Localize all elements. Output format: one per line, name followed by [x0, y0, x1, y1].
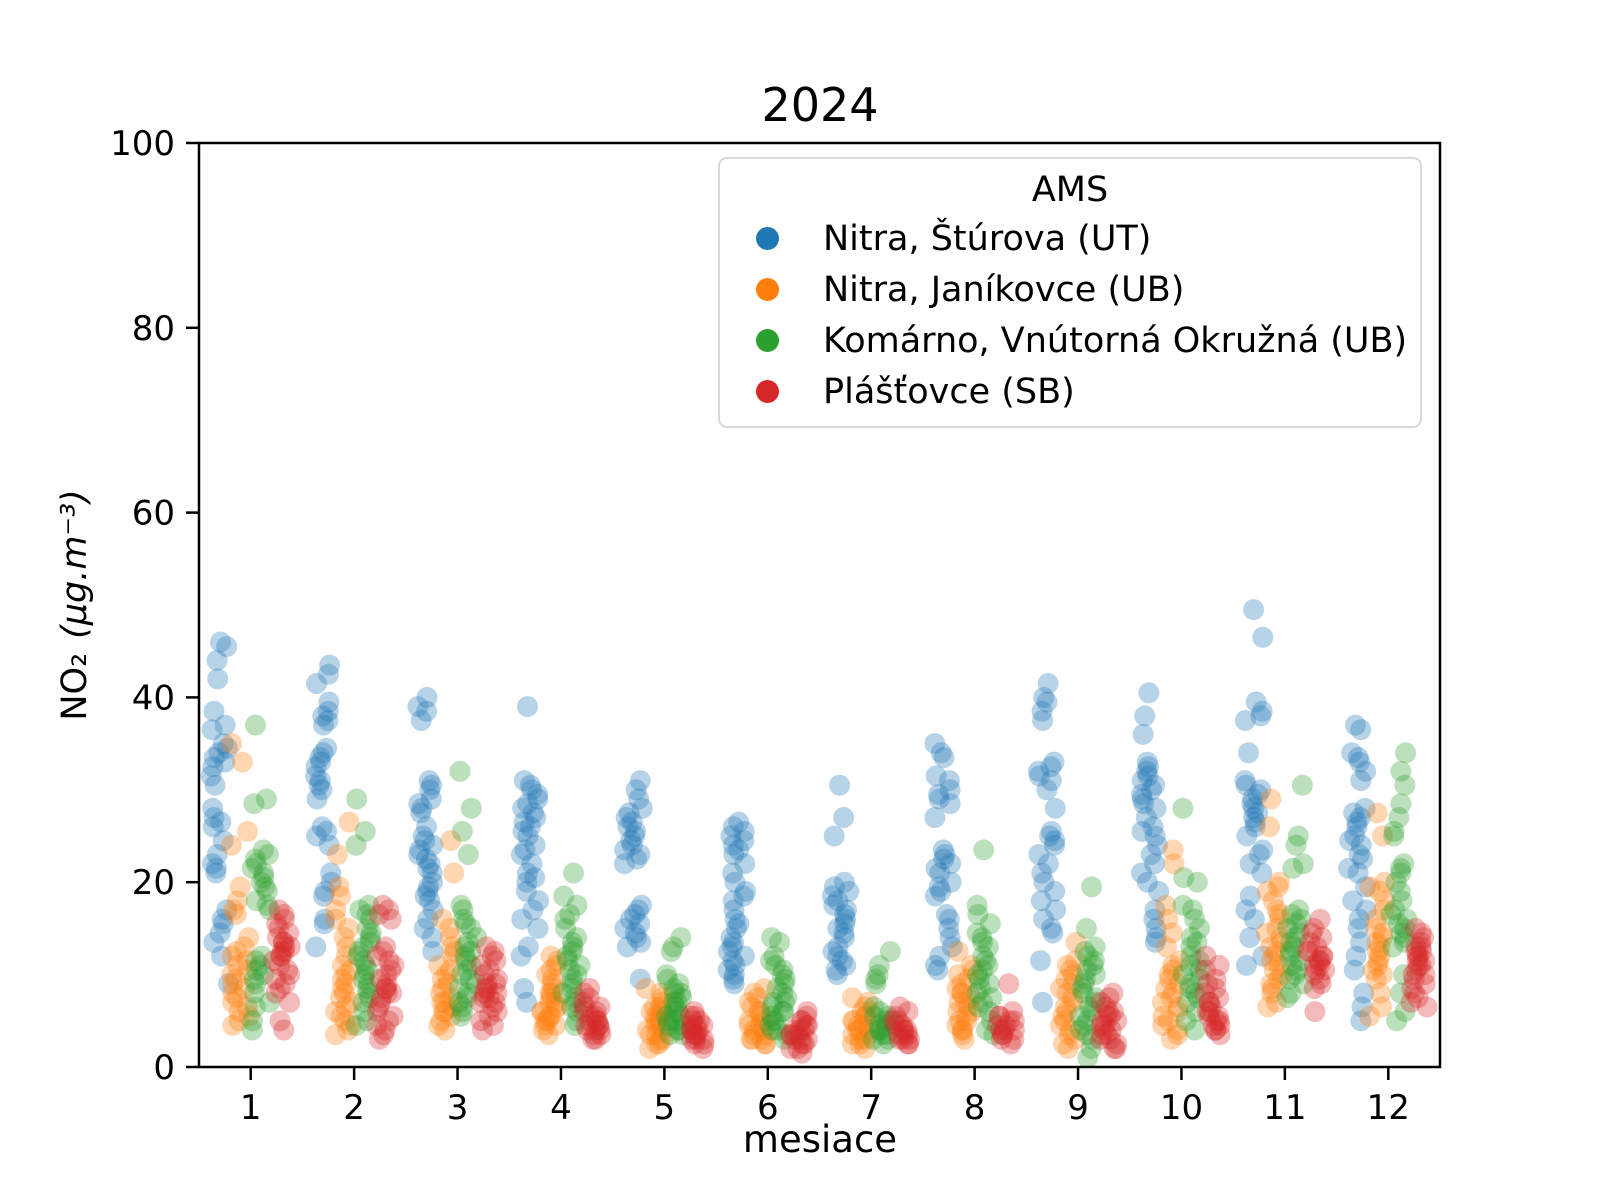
y-tick-label: 60 — [132, 494, 175, 534]
x-axis: 1 2 3 4 5 6 7 8 9 10 11 12 — [240, 1067, 1410, 1128]
x-axis-label: mesiace — [742, 1118, 898, 1161]
series-points-1 — [221, 733, 1396, 1059]
y-axis-label-quantity: NO₂ — [55, 652, 95, 721]
legend-title: AMS — [1031, 170, 1109, 210]
legend-label: Nitra, Janíkovce (UB) — [823, 269, 1185, 310]
legend: AMS Nitra, Štúrova (UT) Nitra, Janíkovce… — [718, 157, 1422, 428]
legend-entry-komarno: Komárno, Vnútorná Okružná (UB) — [720, 315, 1420, 366]
data-points — [200, 599, 1438, 1069]
y-tick-label: 80 — [132, 309, 175, 349]
legend-label: Plášťovce (SB) — [823, 371, 1075, 412]
x-tick-label: 1 — [240, 1088, 262, 1128]
legend-marker-red — [756, 380, 779, 403]
x-tick-label: 6 — [757, 1088, 779, 1128]
x-tick-label: 8 — [964, 1088, 986, 1128]
y-axis-label: NO₂ (μg.m⁻³) — [55, 373, 97, 837]
chart-title: 2024 — [761, 78, 879, 132]
legend-label: Nitra, Štúrova (UT) — [823, 218, 1152, 259]
legend-marker-orange — [756, 278, 779, 301]
series-points-3 — [263, 894, 1438, 1064]
legend-marker-green — [756, 329, 779, 352]
x-tick-label: 5 — [654, 1088, 676, 1128]
legend-entry-plastovce: Plášťovce (SB) — [720, 366, 1420, 417]
y-tick-label: 100 — [110, 124, 175, 164]
x-tick-label: 12 — [1367, 1088, 1410, 1128]
x-tick-label: 7 — [860, 1088, 882, 1128]
x-tick-label: 10 — [1160, 1088, 1203, 1128]
y-tick-label: 20 — [132, 863, 175, 903]
y-axis: 0 20 40 60 80 100 — [110, 124, 199, 1088]
x-tick-label: 3 — [447, 1088, 469, 1128]
legend-label: Komárno, Vnútorná Okružná (UB) — [823, 320, 1408, 361]
x-tick-label: 11 — [1263, 1088, 1306, 1128]
y-tick-label: 0 — [153, 1048, 175, 1088]
axes-spines — [197, 141, 1442, 1069]
y-axis-label-unit: (μg.m⁻³) — [55, 489, 95, 639]
legend-entry-nitra-janikovce: Nitra, Janíkovce (UB) — [720, 264, 1420, 315]
legend-marker-blue — [756, 227, 779, 250]
x-tick-label: 2 — [343, 1088, 365, 1128]
legend-entry-nitra-sturova: Nitra, Štúrova (UT) — [720, 213, 1420, 264]
x-tick-label: 4 — [550, 1088, 572, 1128]
x-tick-label: 9 — [1067, 1088, 1089, 1128]
y-tick-label: 40 — [132, 678, 175, 718]
series-points-2 — [241, 714, 1418, 1069]
series-points-0 — [200, 599, 1377, 1032]
